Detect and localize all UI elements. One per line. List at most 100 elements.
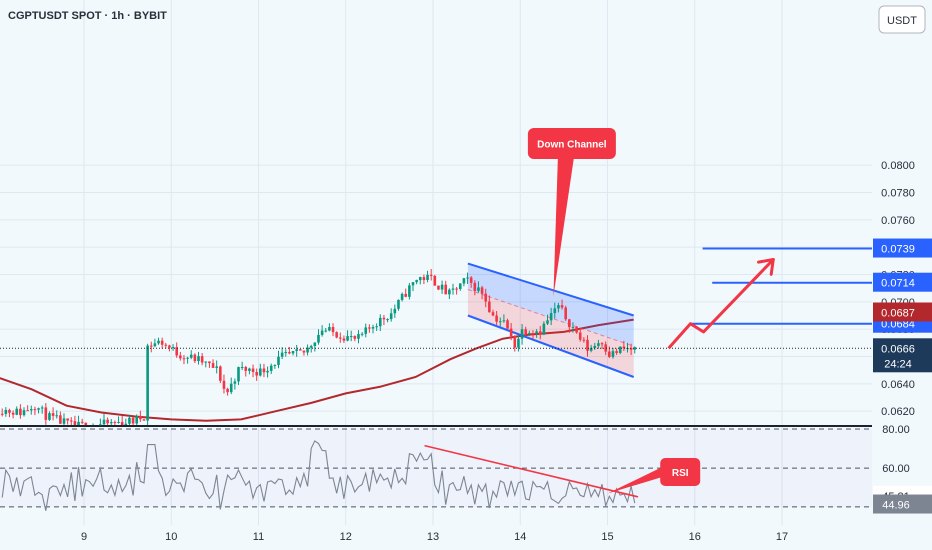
candle (553, 308, 557, 314)
projection-arrow[interactable] (667, 257, 775, 350)
moving-average (0, 318, 634, 422)
candle (73, 421, 77, 425)
candle (171, 347, 175, 349)
candle (309, 346, 313, 348)
candle (346, 336, 349, 341)
candle (338, 337, 342, 339)
candle (280, 352, 284, 357)
channel-lower-line[interactable] (467, 314, 635, 378)
candle (557, 305, 560, 309)
channel-upper-fill (467, 263, 634, 347)
channel-lower-fill (467, 289, 634, 377)
candle (149, 345, 153, 347)
channel-upper-line[interactable] (467, 262, 634, 317)
rsi-label: RSI (672, 468, 689, 479)
rsi-trendline (424, 444, 639, 498)
candle (408, 285, 411, 297)
candle (277, 356, 280, 365)
candle (139, 416, 142, 420)
price-tick-label: 0.0620 (881, 406, 915, 418)
candle (604, 344, 607, 352)
candle (306, 347, 309, 353)
candle (135, 416, 139, 424)
candle (66, 418, 69, 421)
candle (208, 361, 211, 364)
moving-average-line (0, 318, 634, 422)
candle (19, 408, 22, 416)
down-channel[interactable] (467, 262, 635, 378)
candle (128, 417, 131, 424)
candle (484, 293, 488, 302)
candle (411, 282, 415, 286)
projection-arrow-line[interactable] (667, 258, 775, 350)
candle (15, 408, 19, 415)
candle (164, 344, 168, 346)
candle (317, 334, 320, 343)
candles (0, 268, 637, 426)
candle (8, 409, 11, 413)
currency-button[interactable] (878, 5, 926, 34)
rsi-line (1, 440, 636, 511)
candle (153, 343, 157, 347)
rsi-pane: RSI (0, 428, 872, 511)
rsi-callout-pointer (607, 467, 663, 494)
down-channel-label: Down Channel (537, 140, 607, 151)
candle (44, 407, 48, 420)
candle (589, 347, 593, 351)
candle (11, 412, 15, 415)
target-levels[interactable] (0, 247, 872, 349)
candle (255, 372, 258, 376)
candle (488, 301, 491, 313)
candle (331, 327, 335, 333)
time-tick-label: 12 (340, 531, 352, 543)
candle (517, 338, 520, 348)
candle (29, 409, 33, 411)
candle (229, 383, 233, 393)
candle (200, 356, 204, 363)
candle (0, 413, 4, 415)
candle (451, 288, 455, 290)
candle (4, 409, 8, 414)
candle (397, 299, 400, 309)
candle (477, 287, 480, 291)
candle (262, 368, 266, 373)
candle (204, 361, 208, 363)
candle (157, 340, 160, 344)
candle (375, 326, 378, 328)
candle (600, 343, 604, 345)
candle (48, 413, 51, 420)
candle (509, 328, 513, 337)
candle (538, 331, 542, 335)
candle (469, 277, 473, 283)
candle (40, 407, 44, 409)
candle (593, 345, 597, 348)
candle (418, 277, 422, 281)
candle (219, 366, 222, 381)
candle (629, 348, 633, 350)
candle (498, 321, 502, 323)
candle (222, 380, 226, 389)
rsi-band (0, 429, 872, 507)
projection-arrowhead[interactable] (769, 257, 775, 276)
candle (284, 352, 288, 354)
candle (466, 277, 469, 279)
candle (528, 332, 531, 335)
candle (77, 421, 80, 425)
time-tick-label: 10 (165, 531, 177, 543)
projection-arrowhead[interactable] (757, 257, 775, 264)
candle (378, 317, 382, 327)
time-axis[interactable]: 9 10 11 12 13 14 15 16 17 (81, 531, 788, 543)
candle (259, 368, 262, 376)
candle (109, 422, 113, 424)
price-tick-label: 0.0780 (881, 187, 915, 199)
candle (568, 319, 571, 328)
candle (415, 280, 418, 283)
candle (299, 349, 302, 351)
price-axis[interactable]: USDT0.06200.06400.06600.06800.07000.0720… (872, 0, 932, 550)
candle (535, 331, 538, 334)
currency-label: USDT (887, 15, 917, 27)
candle (582, 339, 586, 341)
candle (124, 423, 128, 425)
candle (244, 367, 248, 371)
